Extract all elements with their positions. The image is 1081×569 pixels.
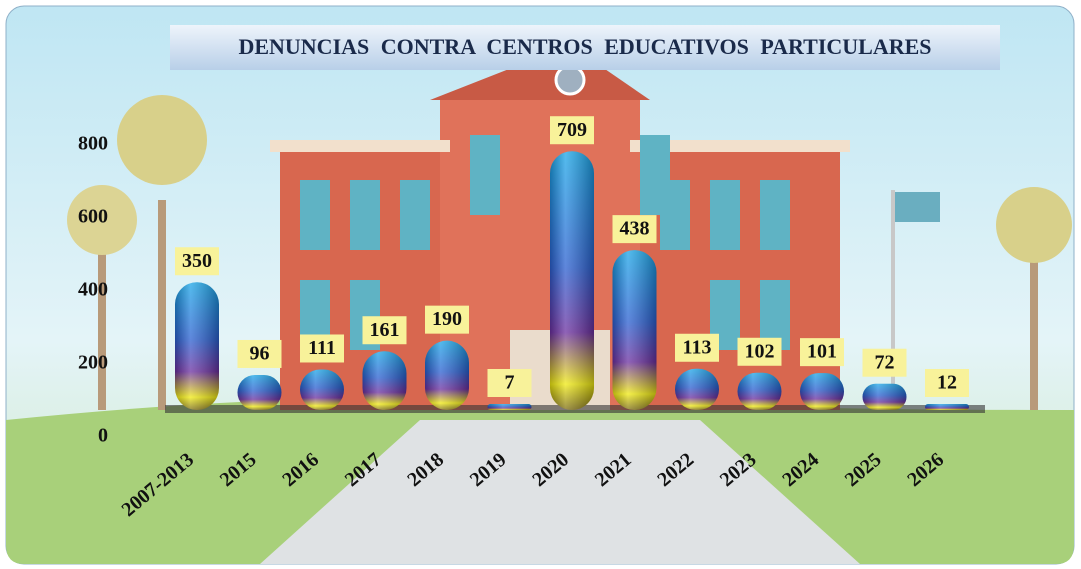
bar-shade: [550, 151, 594, 410]
value-label: 72: [875, 351, 895, 373]
value-label-box: [862, 348, 907, 377]
value-label: 709: [557, 119, 587, 141]
value-label: 102: [745, 340, 775, 362]
chart-title: DENUNCIAS CONTRA CENTROS EDUCATIVOS PART…: [238, 34, 931, 59]
value-label-box: [487, 369, 532, 397]
value-label: 111: [308, 337, 336, 359]
bar-shade: [300, 369, 344, 410]
bar-shade: [925, 404, 969, 410]
value-label-box: [925, 369, 969, 397]
value-label-box: [175, 247, 219, 276]
trees: [67, 95, 1072, 410]
bar-shade: [675, 368, 719, 410]
value-label: 101: [807, 341, 837, 363]
y-tick-label: 400: [78, 279, 108, 301]
value-label-box: [237, 339, 282, 368]
bar-shade: [800, 373, 844, 410]
value-label-box: [425, 305, 469, 334]
value-label-box: [737, 337, 782, 366]
value-label-box: [612, 215, 657, 244]
bar-shade: [362, 351, 407, 410]
value-label: 113: [683, 336, 712, 358]
bar-shade: [425, 340, 469, 410]
value-label: 12: [937, 372, 957, 394]
value-label: 438: [620, 218, 650, 240]
bar-shade: [487, 404, 532, 410]
bar-shade: [612, 250, 657, 410]
title-box: [170, 25, 1000, 70]
value-label-box: [550, 116, 594, 145]
value-label: 7: [505, 372, 515, 394]
value-label-box: [362, 316, 407, 345]
y-tick-label: 200: [78, 352, 108, 374]
value-label: 96: [250, 343, 270, 365]
bar-shade: [175, 282, 219, 410]
value-label: 161: [370, 319, 400, 341]
value-label-box: [800, 338, 844, 367]
value-label: 350: [182, 250, 212, 272]
bar-shade: [862, 383, 907, 410]
value-label-box: [675, 333, 719, 362]
y-tick-label: 600: [78, 206, 108, 228]
value-label: 190: [432, 308, 462, 330]
bar-shade: [237, 374, 282, 410]
y-tick-label: 0: [98, 425, 108, 447]
path: [260, 420, 860, 564]
y-tick-label: 800: [78, 133, 108, 155]
bar-shade: [737, 372, 782, 410]
value-label-box: [300, 334, 344, 363]
